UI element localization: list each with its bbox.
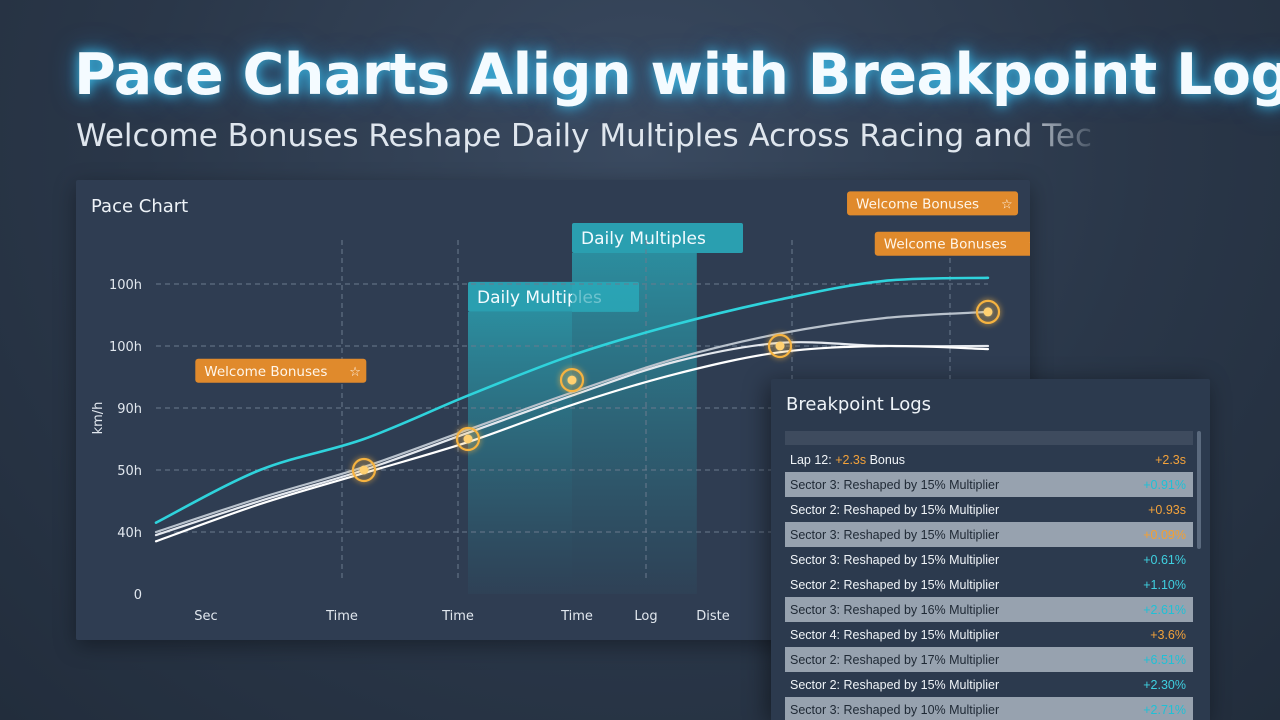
log-row-value: +2.61%: [1143, 602, 1186, 617]
log-row-text: Sector 3: Reshaped by 15% Multiplier: [790, 527, 1000, 542]
log-row[interactable]: Sector 2: Reshaped by 15% Multiplier +2.3…: [785, 672, 1193, 697]
y-axis-label: km/h: [91, 402, 106, 435]
log-row-value: +2.30%: [1143, 677, 1186, 692]
band-label: Daily Multiples: [581, 229, 706, 249]
x-tick-label: Time: [325, 609, 358, 624]
log-row-text: Sector 2: Reshaped by 17% Multiplier: [790, 652, 1000, 667]
log-row-value: +0.09%: [1143, 527, 1186, 542]
annotation-label: Welcome Bonuses: [856, 196, 979, 212]
log-row-text: Sector 2: Reshaped by 15% Multiplier: [790, 502, 1000, 517]
log-row-label: Sector 3: Reshaped by 15% Multiplier: [790, 528, 999, 542]
series-line: [154, 341, 990, 537]
annotation-badge: [195, 358, 367, 383]
chart-panel-title: Pace Chart: [91, 196, 189, 217]
breakpoint-marker: [775, 341, 785, 351]
series-line: [154, 310, 990, 534]
breakpoint-marker-ring: [351, 457, 377, 483]
band-label: Daily Multiples: [477, 288, 602, 308]
highlight-band: [468, 311, 572, 594]
log-row-label: Sector 3: Reshaped by 16% Multiplier: [790, 603, 999, 617]
log-row-text: Lap 12:: [790, 452, 836, 467]
log-row-text: Sector 4: Reshaped by 15% Multiplier: [790, 627, 1000, 642]
log-row[interactable]: Sector 3: Reshaped by 10% Multiplier +2.7…: [785, 697, 1193, 720]
log-row-label: Sector 3: Reshaped by 15% Multiplier: [790, 478, 999, 492]
y-tick-label: 40h: [117, 526, 142, 541]
log-row-label: Sector 3: Reshaped by 15% Multiplier: [790, 553, 999, 567]
y-tick-label: 90h: [117, 402, 142, 417]
breakpoint-marker-ring: [767, 333, 793, 359]
log-row-value: +2.71%: [1143, 702, 1186, 717]
page-subtitle: Welcome Bonuses Reshape Daily Multiples …: [76, 118, 1093, 154]
y-tick-label: 0: [134, 588, 142, 603]
breakpoint-marker-ring: [455, 426, 481, 452]
breakpoint-marker-ring: [559, 368, 585, 393]
log-row[interactable]: Sector 2: Reshaped by 17% Multiplier +6.5…: [785, 647, 1193, 672]
annotation-badge: [874, 231, 1030, 256]
log-row-label: Sector 3: Reshaped by 10% Multiplier: [790, 703, 999, 717]
logs-panel-title: Breakpoint Logs: [786, 394, 932, 415]
breakpoint-marker-ring: [975, 299, 1001, 324]
log-row-label: Sector 2: Reshaped by 17% Multiplier: [790, 653, 999, 667]
y-tick-label: 100h: [109, 340, 142, 355]
series-line: [154, 344, 990, 543]
log-row-label: Lap 12: +2.3s Bonus: [790, 453, 905, 467]
breakpoint-marker: [983, 307, 993, 317]
log-row-label: Sector 4: Reshaped by 15% Multiplier: [790, 628, 999, 642]
log-row-value: +0.61%: [1143, 552, 1186, 567]
breakpoint-logs-panel: Breakpoint Logs Lap 12: +2.3s Bonus +2.3s…: [771, 379, 1210, 720]
star-badge-icon: ☆: [1029, 238, 1030, 253]
highlight-band: [572, 253, 697, 594]
log-row-label: Sector 2: Reshaped by 15% Multiplier: [790, 678, 999, 692]
x-tick-label: Diste: [696, 609, 730, 624]
log-row[interactable]: Sector 2: Reshaped by 15% Multiplier +0.9…: [785, 497, 1193, 522]
x-tick-label: Log: [634, 609, 657, 624]
breakpoint-marker: [567, 375, 577, 385]
breakpoint-marker: [463, 434, 473, 444]
x-tick-label: Sec: [194, 609, 217, 624]
log-row-value: +2.3s: [1155, 452, 1186, 467]
annotation-label: Welcome Bonuses: [204, 364, 327, 380]
x-tick-label: Time: [560, 609, 593, 624]
breakpoint-marker: [359, 465, 369, 475]
series-line: [154, 276, 990, 524]
band-label-tag: [572, 223, 743, 253]
y-tick-label: 100h: [109, 278, 142, 293]
log-row-value: +0.91%: [1143, 477, 1186, 492]
log-row[interactable]: Sector 3: Reshaped by 15% Multiplier +0.0…: [785, 522, 1193, 547]
logs-list: Lap 12: +2.3s Bonus +2.3s Sector 3: Reshap…: [785, 447, 1193, 720]
annotation-label: Welcome Bonuses: [884, 237, 1007, 253]
log-row-suffix: Bonus: [866, 452, 906, 467]
star-badge-icon: ☆: [1001, 197, 1013, 212]
logs-scrollbar[interactable]: [1197, 431, 1201, 549]
log-row-value: +6.51%: [1143, 652, 1186, 667]
log-row-text: Sector 3: Reshaped by 10% Multiplier: [790, 702, 1000, 717]
y-tick-label: 50h: [117, 464, 142, 479]
x-tick-label: Time: [441, 609, 474, 624]
pace-chart: Daily Multiples Daily Multiples 0 40h 50h 90h…: [91, 191, 1030, 624]
log-row[interactable]: Sector 3: Reshaped by 16% Multiplier +2.6…: [785, 597, 1193, 622]
log-row[interactable]: Sector 3: Reshaped by 15% Multiplier +0.9…: [785, 472, 1193, 497]
log-row-label: Sector 2: Reshaped by 15% Multiplier: [790, 578, 999, 592]
log-row[interactable]: Sector 4: Reshaped by 15% Multiplier +3.6…: [785, 622, 1193, 647]
log-row[interactable]: Sector 2: Reshaped by 15% Multiplier +1.1…: [785, 572, 1193, 597]
log-row-highlight: +2.3s: [835, 452, 867, 467]
log-row-value: +0.93s: [1148, 502, 1186, 517]
log-row-label: Sector 2: Reshaped by 15% Multiplier: [790, 503, 999, 517]
logs-table-header: [785, 431, 1193, 445]
log-row-value: +3.6%: [1150, 627, 1186, 642]
log-row[interactable]: Sector 3: Reshaped by 15% Multiplier +0.6…: [785, 547, 1193, 572]
log-row-text: Sector 2: Reshaped by 15% Multiplier: [790, 677, 1000, 692]
annotation-badge: [847, 191, 1019, 216]
log-row-text: Sector 3: Reshaped by 15% Multiplier: [790, 477, 1000, 492]
log-row-text: Sector 2: Reshaped by 15% Multiplier: [790, 577, 1000, 592]
star-badge-icon: ☆: [349, 365, 361, 380]
log-row-value: +1.10%: [1143, 577, 1186, 592]
log-row[interactable]: Lap 12: +2.3s Bonus +2.3s: [785, 447, 1193, 472]
page-title: Pace Charts Align with Breakpoint Logs: [74, 42, 1280, 108]
log-row-text: Sector 3: Reshaped by 15% Multiplier: [790, 552, 1000, 567]
log-row-text: Sector 3: Reshaped by 16% Multiplier: [790, 602, 1000, 617]
